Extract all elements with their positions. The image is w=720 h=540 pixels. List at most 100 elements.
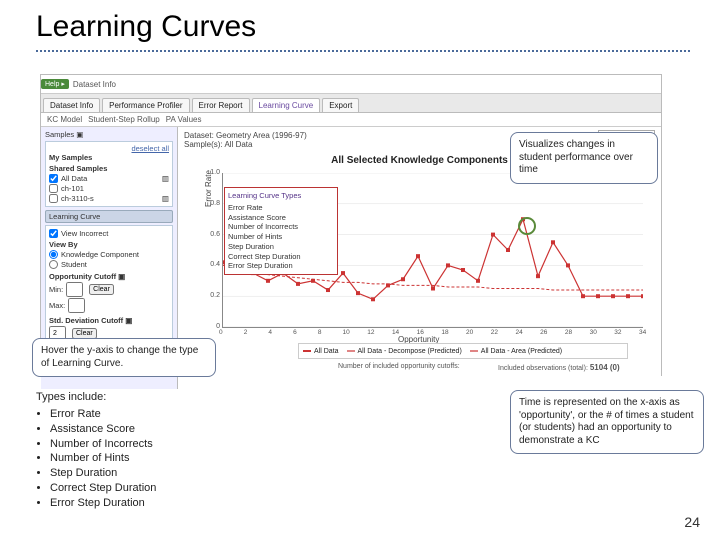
title-underline bbox=[36, 50, 690, 52]
sample-label: ch-101 bbox=[61, 184, 84, 193]
my-samples-header: My Samples bbox=[49, 153, 169, 162]
below-right-value: 5104 (0) bbox=[590, 363, 620, 372]
below-right-label: Included observations (total): bbox=[498, 365, 588, 372]
x-tick: 10 bbox=[343, 329, 350, 336]
opp-cutoff-label: Opportunity Cutoff ▣ bbox=[49, 272, 169, 281]
lc-section-header[interactable]: Learning Curve bbox=[45, 210, 173, 223]
deselect-all-link[interactable]: deselect all bbox=[49, 144, 169, 153]
view-by-kc-label: Knowledge Component bbox=[61, 250, 139, 259]
slide-number: 24 bbox=[684, 514, 700, 530]
type-item: Error Step Duration bbox=[50, 496, 156, 511]
legend-item: All Data - Decompose (Predicted) bbox=[358, 348, 462, 355]
sample-row-all-data[interactable]: All Data▥ bbox=[49, 174, 169, 183]
chart-legend: All Data All Data - Decompose (Predicted… bbox=[298, 343, 628, 359]
tab-export[interactable]: Export bbox=[322, 98, 359, 112]
view-incorrect-label: View Incorrect bbox=[61, 229, 108, 238]
dataset-cell: Dataset Info bbox=[69, 80, 120, 89]
type-item: Step Duration bbox=[50, 466, 156, 481]
legend-swatch-icon bbox=[347, 350, 355, 352]
x-tick: 20 bbox=[466, 329, 473, 336]
dataset-name: Dataset: Geometry Area (1996-97) bbox=[184, 131, 307, 140]
sample-check[interactable] bbox=[49, 194, 58, 203]
samples-label: Samples ▣ bbox=[45, 130, 83, 139]
legend-item: All Data bbox=[314, 348, 339, 355]
sample-row-1[interactable]: ch-101 bbox=[49, 184, 169, 193]
x-tick: 16 bbox=[417, 329, 424, 336]
top-row: Help ▸ Dataset Info bbox=[41, 75, 661, 94]
learning-curve-types-popup: Learning Curve Types Error RateAssistanc… bbox=[224, 187, 338, 275]
type-item: Correct Step Duration bbox=[50, 481, 156, 496]
below-left-text: Number of included opportunity cutoffs: bbox=[338, 363, 460, 370]
legend-swatch-icon bbox=[470, 350, 478, 352]
x-tick: 26 bbox=[540, 329, 547, 336]
tab-dataset-info[interactable]: Dataset Info bbox=[43, 98, 100, 112]
type-item: Number of Incorrects bbox=[50, 437, 156, 452]
main-tabs: Dataset Info Performance Profiler Error … bbox=[41, 94, 661, 113]
highlight-circle-icon bbox=[518, 217, 536, 235]
lctype-option[interactable]: Error Step Duration bbox=[228, 261, 334, 271]
type-item: Assistance Score bbox=[50, 422, 156, 437]
view-by-label: View By bbox=[49, 240, 169, 249]
sample-label: All Data bbox=[61, 174, 87, 183]
lctype-option[interactable]: Error Rate bbox=[228, 203, 334, 213]
tab-performance-profiler[interactable]: Performance Profiler bbox=[102, 98, 189, 112]
sample-check[interactable] bbox=[49, 184, 58, 193]
callout-opportunity: Time is represented on the x-axis as 'op… bbox=[510, 390, 704, 454]
types-heading: Types include: bbox=[36, 390, 156, 405]
x-tick: 32 bbox=[614, 329, 621, 336]
legend-swatch-icon bbox=[303, 350, 311, 352]
max-input[interactable] bbox=[68, 298, 85, 313]
x-tick: 12 bbox=[367, 329, 374, 336]
help-button[interactable]: Help ▸ bbox=[41, 79, 69, 89]
tab-learning-curve[interactable]: Learning Curve bbox=[252, 98, 321, 112]
x-tick: 6 bbox=[293, 329, 297, 336]
legend-item: All Data - Area (Predicted) bbox=[481, 348, 562, 355]
app-screenshot: Help ▸ Dataset Info Dataset Info Perform… bbox=[40, 74, 662, 376]
lctypes-title: Learning Curve Types bbox=[228, 191, 334, 201]
max-label: Max: bbox=[49, 301, 65, 310]
view-by-kc-radio[interactable] bbox=[49, 250, 58, 259]
sub-tabs: KC Model Student-Step Rollup PA Values bbox=[41, 113, 661, 127]
sample-row-2[interactable]: ch-3110-s▥ bbox=[49, 194, 169, 203]
types-block: Types include: Error RateAssistance Scor… bbox=[36, 390, 156, 511]
min-input[interactable] bbox=[66, 282, 83, 297]
y-tick: 0.4 bbox=[208, 261, 220, 268]
x-tick: 22 bbox=[491, 329, 498, 336]
x-tick: 2 bbox=[244, 329, 248, 336]
x-tick: 4 bbox=[268, 329, 272, 336]
type-item: Number of Hints bbox=[50, 451, 156, 466]
clear-button[interactable]: Clear bbox=[89, 284, 114, 295]
callout-hover-yaxis: Hover the y-axis to change the type of L… bbox=[32, 338, 216, 377]
x-tick: 0 bbox=[219, 329, 223, 336]
x-tick: 14 bbox=[392, 329, 399, 336]
shared-samples-header: Shared Samples bbox=[49, 164, 169, 173]
sample-check-all-data[interactable] bbox=[49, 174, 58, 183]
x-tick: 24 bbox=[515, 329, 522, 336]
x-tick: 18 bbox=[441, 329, 448, 336]
view-by-student-radio[interactable] bbox=[49, 260, 58, 269]
callout-visualizes: Visualizes changes in student performanc… bbox=[510, 132, 658, 184]
lctype-option[interactable]: Assistance Score bbox=[228, 213, 334, 223]
stdev-label: Std. Deviation Cutoff ▣ bbox=[49, 316, 169, 325]
sample-name: Sample(s): All Data bbox=[184, 140, 307, 149]
lctype-option[interactable]: Number of Incorrects bbox=[228, 222, 334, 232]
slide-title: Learning Curves bbox=[36, 10, 720, 44]
y-tick: 0.8 bbox=[208, 200, 220, 207]
view-by-student-label: Student bbox=[61, 260, 87, 269]
tab-error-report[interactable]: Error Report bbox=[192, 98, 250, 112]
lctype-option[interactable]: Number of Hints bbox=[228, 232, 334, 242]
view-incorrect-check[interactable] bbox=[49, 229, 58, 238]
x-tick: 8 bbox=[318, 329, 322, 336]
subtab-student-step[interactable]: Student-Step Rollup bbox=[88, 115, 160, 124]
y-tick: 0.2 bbox=[208, 292, 220, 299]
y-tick: 1.0 bbox=[208, 169, 220, 176]
x-tick: 28 bbox=[565, 329, 572, 336]
subtab-pa-values[interactable]: PA Values bbox=[166, 115, 202, 124]
lctype-option[interactable]: Step Duration bbox=[228, 242, 334, 252]
lctype-option[interactable]: Correct Step Duration bbox=[228, 252, 334, 262]
min-label: Min: bbox=[49, 285, 63, 294]
subtab-kc-model[interactable]: KC Model bbox=[47, 115, 82, 124]
sample-label: ch-3110-s bbox=[61, 194, 94, 203]
x-tick: 34 bbox=[639, 329, 646, 336]
type-item: Error Rate bbox=[50, 407, 156, 422]
